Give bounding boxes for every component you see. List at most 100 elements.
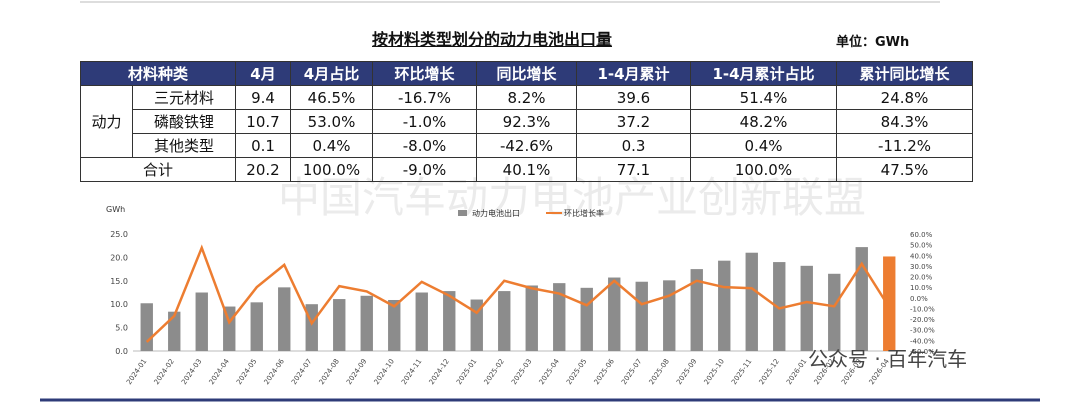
y-tick-label: 10.0 bbox=[110, 300, 128, 309]
total-cell: 100.0% bbox=[690, 157, 837, 182]
x-tick-label: 2024-03 bbox=[180, 358, 203, 387]
bar bbox=[443, 291, 456, 351]
x-tick-label: 2024-07 bbox=[290, 358, 313, 387]
cell: 39.6 bbox=[576, 85, 691, 110]
y2-tick-label: -30.0% bbox=[910, 327, 935, 335]
title: 按材料类型划分的动力电池出口量 bbox=[372, 30, 613, 49]
total-cell: 47.5% bbox=[836, 157, 973, 182]
total-cell: 合计 bbox=[80, 157, 236, 182]
x-tick-label: 2025-03 bbox=[510, 358, 533, 387]
y2-tick-label: -10.0% bbox=[910, 305, 935, 313]
cell: 0.4% bbox=[290, 133, 373, 158]
y2-tick-label: 60.0% bbox=[910, 231, 933, 239]
total-cell: 20.2 bbox=[235, 157, 291, 182]
cell: 0.1 bbox=[235, 133, 291, 158]
y-tick-label: 25.0 bbox=[110, 230, 128, 239]
bar bbox=[498, 291, 511, 351]
cell: 53.0% bbox=[290, 109, 373, 134]
bar bbox=[525, 285, 538, 351]
x-tick-label: 2026-01 bbox=[785, 358, 808, 387]
cell: 48.2% bbox=[690, 109, 837, 134]
x-tick-label: 2024-10 bbox=[373, 358, 396, 387]
x-tick-label: 2024-08 bbox=[318, 358, 341, 387]
cell: 10.7 bbox=[235, 109, 291, 134]
cell: 51.4% bbox=[690, 85, 837, 110]
cell: 0.4% bbox=[690, 133, 837, 158]
y2-tick-label: -40.0% bbox=[910, 337, 935, 345]
header-row: 材料种类 4月 4月占比 环比增长 同比增长 1-4月累计 1-4月累计占比 累计同比增长 bbox=[80, 61, 973, 86]
total-cell: -9.0% bbox=[372, 157, 477, 182]
table-row: 其他类型 0.1 0.4% -8.0% -42.6% 0.3 0.4% -11.2% bbox=[81, 133, 973, 158]
bar bbox=[278, 287, 291, 351]
cell: 8.2% bbox=[476, 85, 577, 110]
bar bbox=[333, 299, 346, 351]
y-axis-label: GWh bbox=[106, 205, 125, 214]
cell: 92.3% bbox=[476, 109, 577, 134]
header-cell: 同比增长 bbox=[476, 61, 577, 86]
x-tick-label: 2025-07 bbox=[620, 358, 643, 387]
bar bbox=[773, 262, 786, 351]
x-tick-label: 2025-05 bbox=[565, 358, 588, 387]
total-cell: 100.0% bbox=[290, 157, 373, 182]
total-cell: 77.1 bbox=[576, 157, 691, 182]
x-tick-label: 2025-08 bbox=[648, 358, 671, 387]
legend-label: 动力电池出口 bbox=[472, 208, 520, 218]
y-tick-label: 0.0 bbox=[115, 347, 128, 356]
x-tick-label: 2024-06 bbox=[263, 357, 287, 386]
cell: -42.6% bbox=[476, 133, 577, 158]
x-tick-label: 2024-11 bbox=[400, 358, 423, 387]
bar bbox=[195, 292, 208, 351]
group-cell: 动力 bbox=[80, 85, 133, 158]
bar bbox=[800, 265, 813, 351]
x-tick-label: 2025-06 bbox=[593, 357, 617, 386]
bar bbox=[855, 247, 868, 351]
total-row: 合计 20.2 100.0% -9.0% 40.1% 77.1 100.0% 47.5% bbox=[80, 157, 973, 182]
y2-tick-label: -50.0% bbox=[910, 348, 935, 356]
bar bbox=[635, 281, 648, 351]
unit: 单位：GWh bbox=[836, 35, 910, 50]
bar bbox=[388, 299, 401, 351]
x-tick-label: 2025-01 bbox=[455, 358, 478, 387]
header-cell: 1-4月累计占比 bbox=[690, 61, 837, 86]
source-watermark: 公众号 · 百年汽车 bbox=[808, 347, 967, 371]
y2-tick-label: 40.0% bbox=[910, 252, 933, 260]
y2-tick-label: 10.0% bbox=[910, 284, 933, 292]
x-tick-label: 2024-09 bbox=[345, 358, 368, 387]
cell: -11.2% bbox=[836, 133, 973, 158]
bar bbox=[608, 277, 621, 351]
bar bbox=[168, 311, 181, 351]
bar bbox=[718, 260, 731, 351]
y2-tick-label: 50.0% bbox=[910, 242, 933, 250]
legend-swatch bbox=[458, 210, 467, 216]
y-tick-label: 5.0 bbox=[115, 324, 128, 333]
y2-tick-label: -20.0% bbox=[910, 316, 935, 324]
x-tick-label: 2024-12 bbox=[428, 358, 451, 387]
bar bbox=[470, 299, 483, 351]
y-tick-label: 20.0 bbox=[110, 253, 128, 262]
legend-label: 环比增长率 bbox=[564, 208, 604, 218]
bar bbox=[360, 295, 373, 351]
cell: 三元材料 bbox=[132, 85, 236, 110]
cell: 84.3% bbox=[836, 109, 973, 134]
x-tick-label: 2025-12 bbox=[758, 358, 781, 387]
header-cell: 1-4月累计 bbox=[576, 61, 691, 86]
bar bbox=[553, 283, 566, 351]
header-cell: 4月 bbox=[235, 61, 291, 86]
bar bbox=[745, 252, 758, 351]
y2-tick-label: 20.0% bbox=[910, 274, 933, 282]
total-cell: 40.1% bbox=[476, 157, 577, 182]
cell: 磷酸铁锂 bbox=[132, 109, 236, 134]
line bbox=[145, 244, 891, 343]
bar bbox=[828, 273, 841, 351]
data-table: 材料种类 4月 4月占比 环比增长 同比增长 1-4月累计 1-4月累计占比 累计同比增长 动… bbox=[80, 61, 973, 182]
x-tick-label: 2024-04 bbox=[208, 357, 232, 386]
x-tick-label: 2024-01 bbox=[125, 358, 148, 387]
cell: 其他类型 bbox=[132, 133, 236, 158]
header-cell: 环比增长 bbox=[372, 61, 477, 86]
x-tick-label: 2025-11 bbox=[730, 358, 753, 387]
bar bbox=[140, 303, 153, 351]
cell: 46.5% bbox=[290, 85, 373, 110]
table-row: 动力 三元材料 9.4 46.5% -16.7% 8.2% 39.6 51.4% 24.8% bbox=[80, 85, 973, 158]
bar bbox=[663, 280, 676, 351]
